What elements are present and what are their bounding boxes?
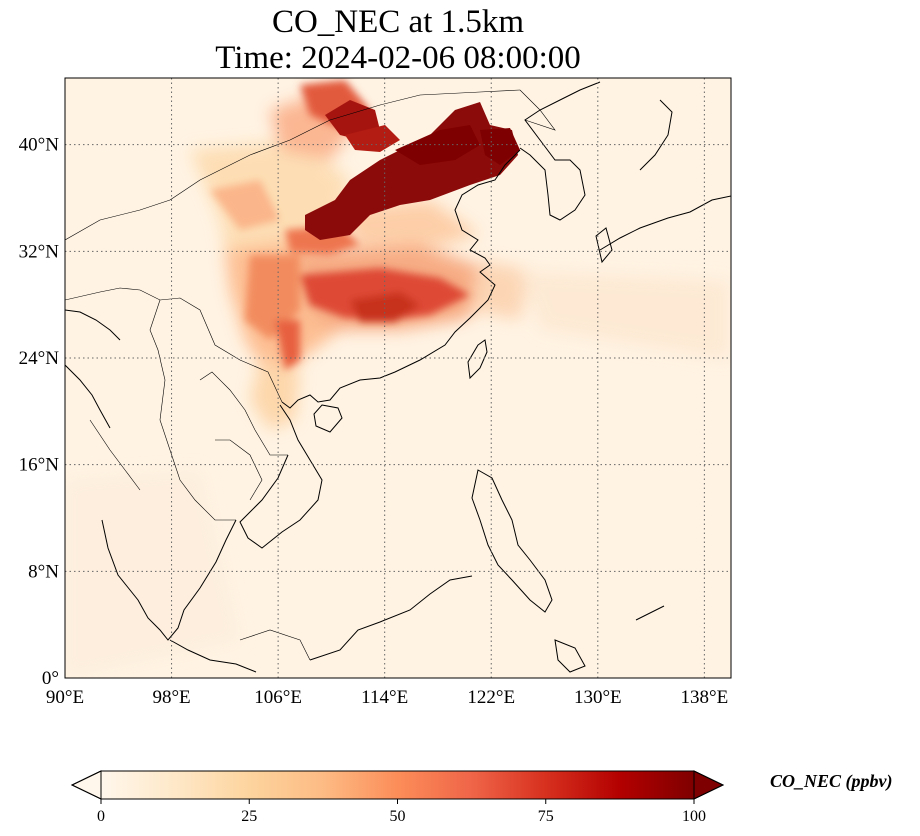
latitude-tick-label: 8°N xyxy=(28,561,59,582)
longitude-tick-label: 122°E xyxy=(467,687,515,708)
longitude-tick-label: 106°E xyxy=(254,687,302,708)
country-borders xyxy=(65,89,556,661)
latitude-tick-label: 0° xyxy=(42,668,59,689)
colorbar-ticks: 0 25 50 75 100 xyxy=(97,799,706,825)
longitude-tick-label: 98°E xyxy=(152,687,190,708)
longitude-tick-labels: 90°E 98°E 106°E 114°E 122°E 130°E 138°E xyxy=(46,687,728,708)
colorbar-label: CO_NEC (ppbv) xyxy=(770,771,893,791)
longitude-tick-label: 90°E xyxy=(46,687,84,708)
colorbar-tick-label: 0 xyxy=(97,808,105,825)
colorbar-tick-label: 50 xyxy=(390,808,406,825)
latitude-tick-label: 32°N xyxy=(19,241,60,262)
latitude-tick-label: 24°N xyxy=(19,348,60,369)
co-concentration-field xyxy=(65,80,730,678)
map-gridlines xyxy=(65,78,731,678)
map-title: CO_NEC at 1.5km xyxy=(271,4,525,40)
map-time-subtitle: Time: 2024-02-06 08:00:00 xyxy=(215,40,581,76)
latitude-tick-labels: 0° 8°N 16°N 24°N 32°N 40°N xyxy=(19,135,60,689)
longitude-tick-label: 130°E xyxy=(574,687,622,708)
map-plot-area xyxy=(65,78,731,678)
co-high-concentration-core xyxy=(305,100,520,240)
longitude-tick-label: 114°E xyxy=(361,687,408,708)
latitude-tick-label: 16°N xyxy=(19,455,60,476)
coastlines xyxy=(65,81,731,673)
colorbar-tick-label: 75 xyxy=(538,808,554,825)
map-frame xyxy=(64,77,732,679)
colorbar-tick-label: 100 xyxy=(682,808,706,825)
longitude-tick-label: 138°E xyxy=(681,687,729,708)
latitude-tick-label: 40°N xyxy=(19,135,60,156)
colorbar-gradient xyxy=(101,771,694,799)
colorbar-extend-min xyxy=(70,770,102,800)
colorbar: 0 25 50 75 100 xyxy=(70,770,725,825)
colorbar-tick-label: 25 xyxy=(241,808,257,825)
colorbar-extend-max xyxy=(693,770,725,800)
